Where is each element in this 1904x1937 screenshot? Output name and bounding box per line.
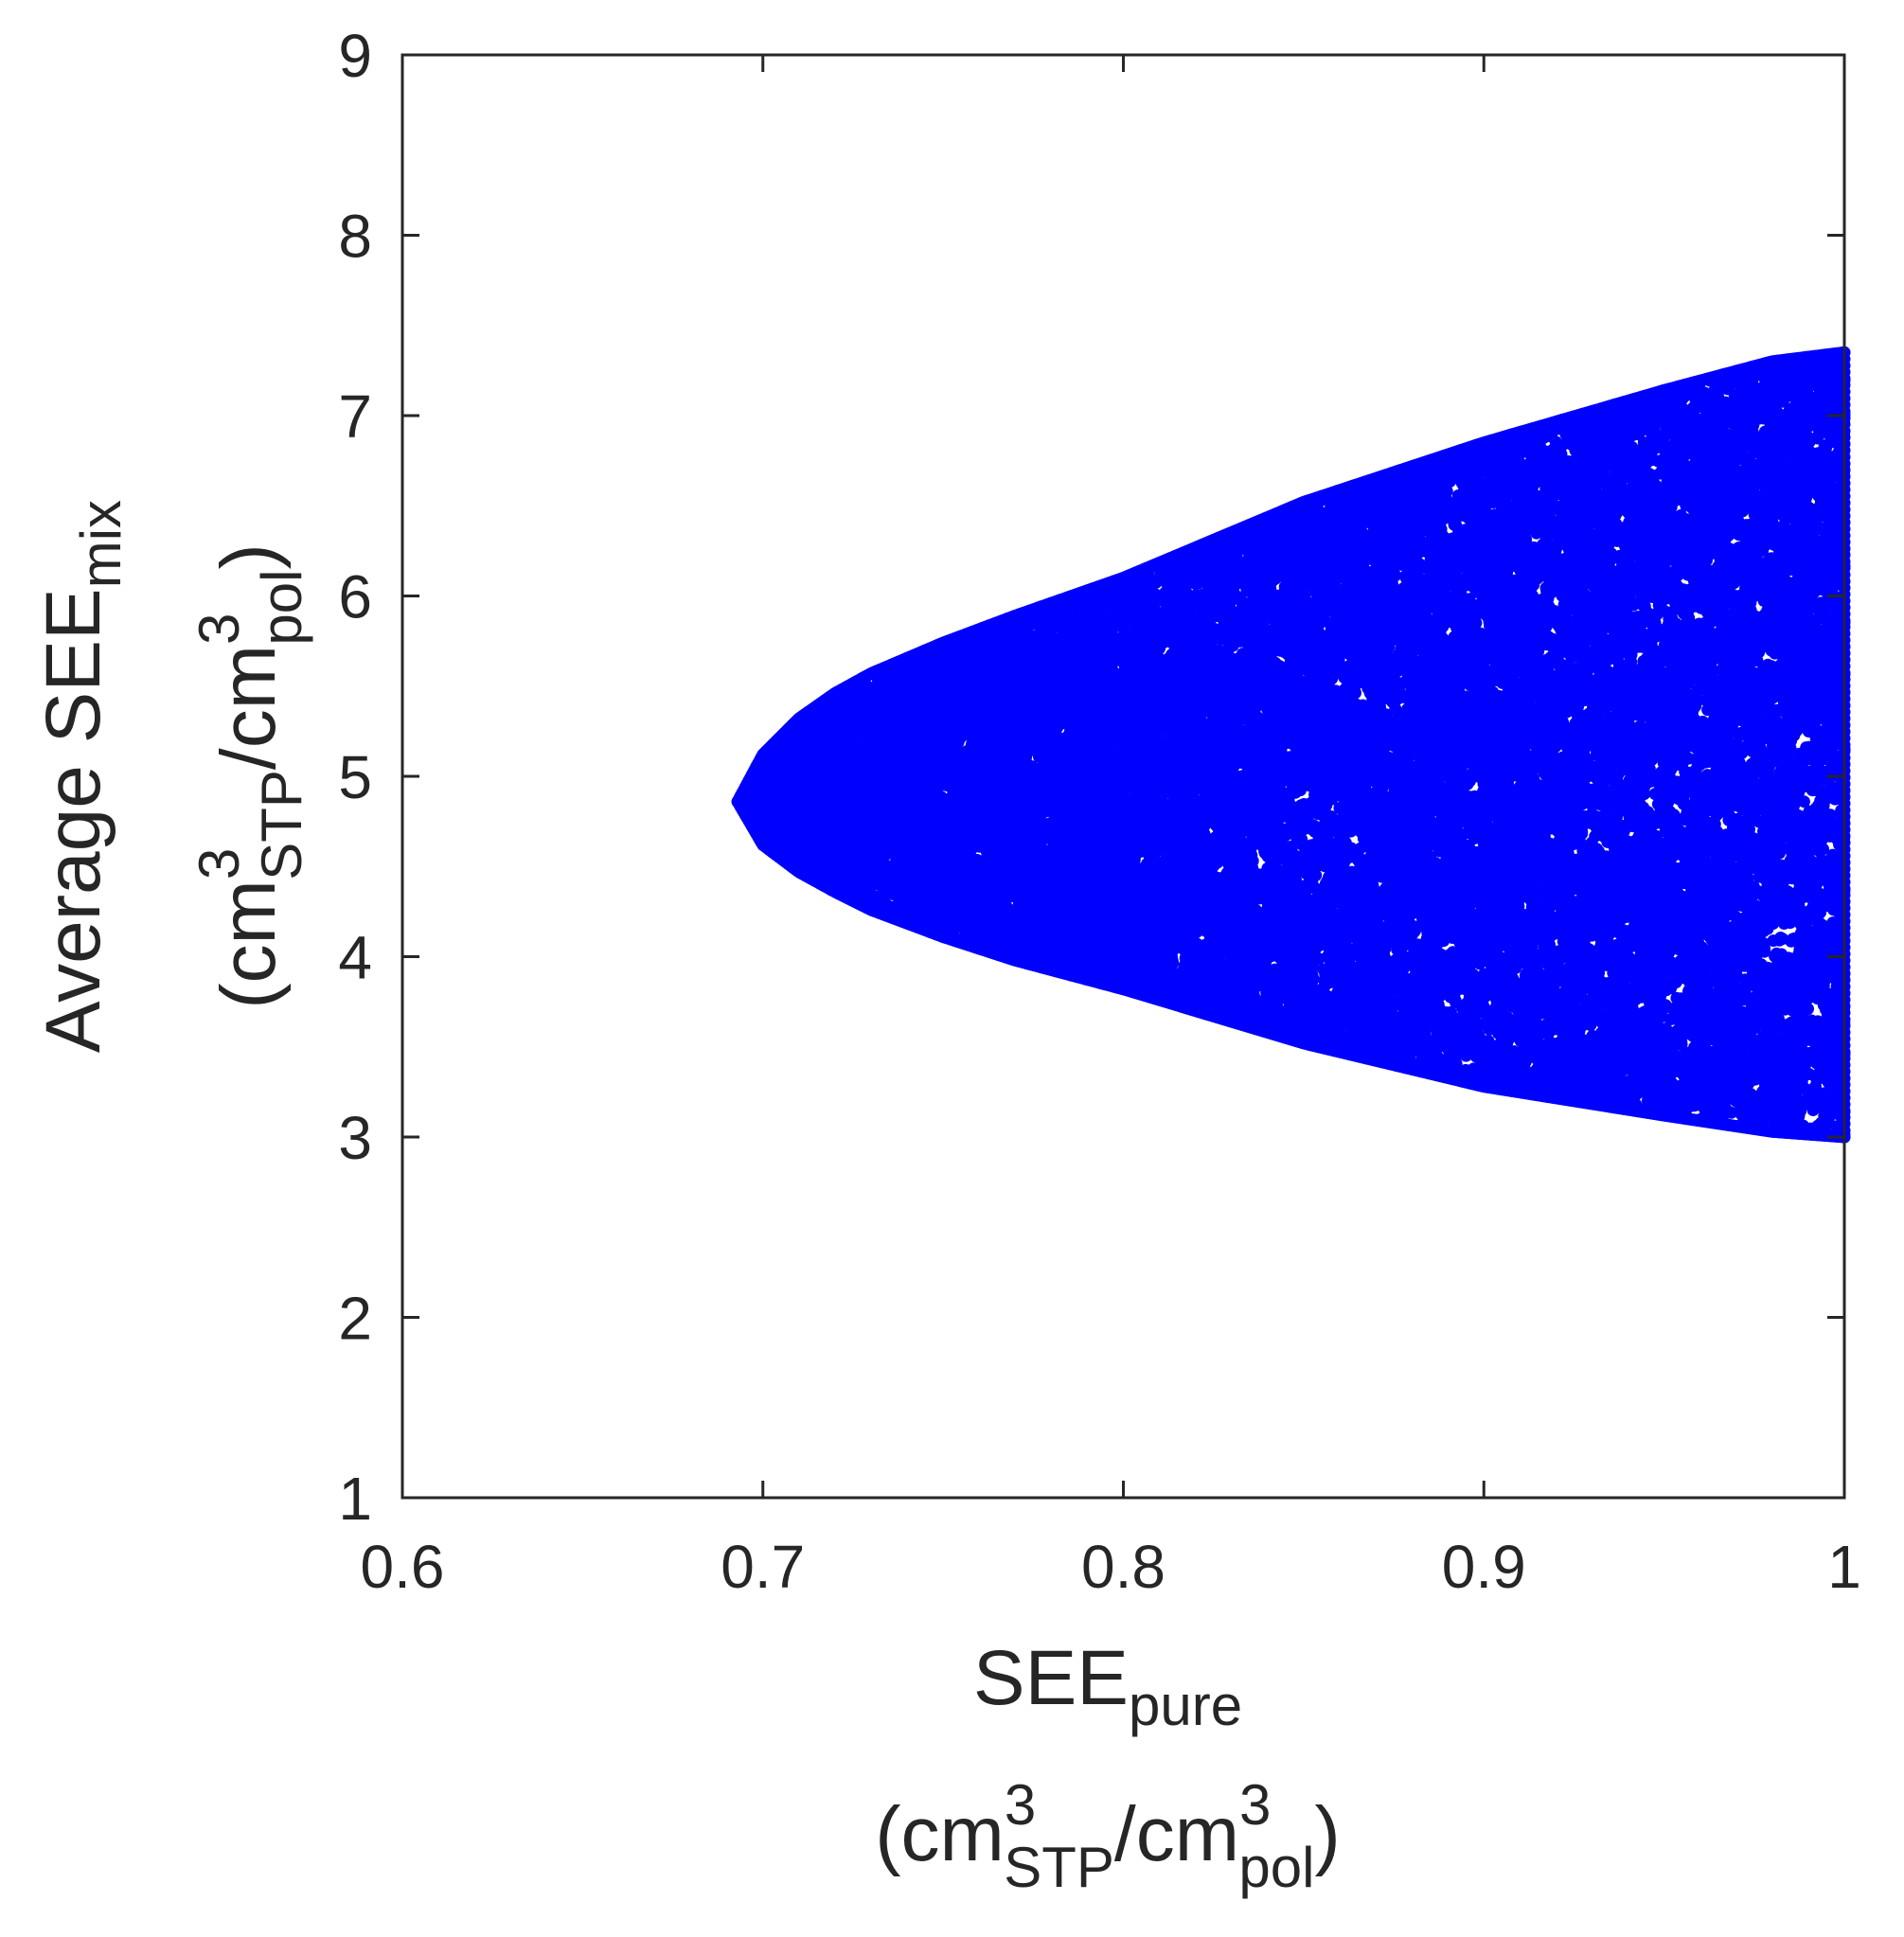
scatter-points — [731, 346, 1851, 1144]
